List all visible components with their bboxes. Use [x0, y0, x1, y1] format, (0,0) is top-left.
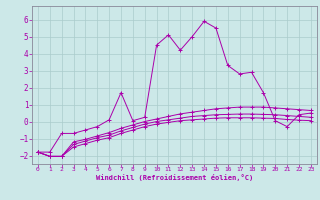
- X-axis label: Windchill (Refroidissement éolien,°C): Windchill (Refroidissement éolien,°C): [96, 174, 253, 181]
